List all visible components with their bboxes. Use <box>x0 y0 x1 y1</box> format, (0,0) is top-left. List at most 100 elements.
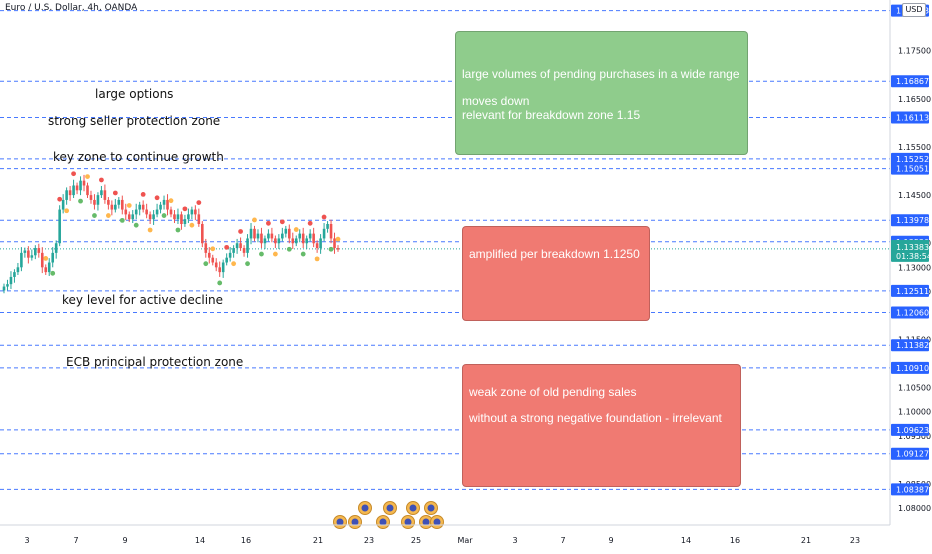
event-flag-icon <box>336 518 344 526</box>
indicator-dot <box>85 174 90 180</box>
candle-body <box>103 190 107 200</box>
candle-body <box>305 238 308 244</box>
level-tag-label: 1.13978 <box>896 216 929 225</box>
candle-body <box>315 243 319 249</box>
candle-body <box>322 228 326 239</box>
candle-body <box>159 204 162 210</box>
candle-body <box>107 199 110 205</box>
price-axis-label: 1.15500 <box>898 143 931 152</box>
candle-body <box>270 233 274 239</box>
indicator-dot <box>92 213 97 218</box>
indicator-dot <box>224 244 230 250</box>
level-tag <box>891 75 929 88</box>
event-flag-icon <box>361 504 369 512</box>
candle-body <box>284 228 288 234</box>
last-price-label: 1.13383 <box>896 243 929 252</box>
candle-body <box>68 190 72 196</box>
time-axis-label: 7 <box>560 536 565 545</box>
candle-body <box>131 214 135 220</box>
candle-body <box>249 228 253 239</box>
candle-body <box>54 243 58 253</box>
candle-body <box>308 233 312 239</box>
level-tag <box>891 152 929 165</box>
candle-body <box>239 243 242 249</box>
indicator-dot <box>335 236 341 242</box>
time-axis-label: 3 <box>512 536 517 545</box>
candle-body <box>242 248 246 253</box>
note-green-pending-purchases[interactable]: large volumes of pending purchases in a … <box>455 31 748 155</box>
candle-body <box>16 267 20 273</box>
time-axis-label: 21 <box>313 536 323 545</box>
indicator-dot <box>175 227 181 233</box>
candle-body <box>204 243 208 253</box>
candle-body <box>329 223 333 239</box>
price-axis-label: 1.17500 <box>898 47 931 56</box>
indicator-dot <box>252 217 257 223</box>
candle-body <box>228 252 232 258</box>
candle-body <box>138 204 141 210</box>
candle-body <box>319 238 322 249</box>
candle-body <box>197 214 201 224</box>
candle-body <box>13 272 16 277</box>
candle-body <box>141 204 145 210</box>
level-tag <box>891 361 929 374</box>
time-axis-label: 7 <box>73 536 78 545</box>
event-flag-icon <box>379 518 387 526</box>
indicator-dot <box>57 196 63 202</box>
note-green-line2: moves down <box>462 94 530 108</box>
symbol-title[interactable]: Euro / U.S. Dollar, 4h, OANDA <box>5 3 138 13</box>
indicator-dot <box>196 200 202 205</box>
candle-body <box>44 267 48 273</box>
level-tag <box>891 162 929 175</box>
candle-body <box>40 252 44 268</box>
indicator-dot <box>314 256 320 262</box>
candle-body <box>176 214 180 220</box>
candle-body <box>267 233 270 239</box>
indicator-dot <box>147 227 153 233</box>
time-axis-label: 23 <box>850 536 860 545</box>
candle-body <box>30 255 34 258</box>
note-green-line1: large volumes of pending purchases in a … <box>462 67 740 81</box>
time-axis-label: 9 <box>608 536 613 545</box>
candle-body <box>235 243 239 249</box>
level-tag <box>891 111 929 124</box>
level-tag <box>891 284 929 297</box>
candle-body <box>291 238 295 244</box>
indicator-dot <box>307 220 313 226</box>
indicator-dot <box>112 190 118 196</box>
candle-body <box>277 238 281 244</box>
indicator-dot <box>182 206 188 212</box>
price-axis-label: 1.09500 <box>898 432 931 441</box>
currency-button[interactable]: USD <box>902 3 926 17</box>
candle-body <box>232 248 235 253</box>
candle-body <box>214 262 218 268</box>
candle-body <box>117 199 121 205</box>
candle-body <box>333 238 336 249</box>
candle-body <box>281 233 284 239</box>
indicator-dot <box>259 251 264 257</box>
candle-body <box>65 190 68 200</box>
indicator-dot <box>328 246 334 252</box>
level-tag-label: 1.16867 <box>896 77 929 86</box>
level-tag <box>891 214 929 227</box>
indicator-dot <box>272 251 278 257</box>
candle-body <box>114 204 117 210</box>
event-flag-icon <box>422 518 430 526</box>
candle-body <box>47 262 51 273</box>
price-axis-label: 1.16500 <box>898 95 931 104</box>
note-red2-line1: weak zone of old pending sales <box>469 385 637 399</box>
candle-body <box>6 284 9 287</box>
indicator-dot <box>140 192 146 197</box>
note-red2-line2: without a strong negative foundation - i… <box>469 411 722 425</box>
candle-body <box>100 190 103 196</box>
candle-body <box>287 228 291 239</box>
candle-body <box>75 185 79 191</box>
note-red-breakdown[interactable]: amplified per breakdown 1.1250 <box>462 226 650 321</box>
candle-body <box>326 223 329 229</box>
level-tag-label: 1.08387 <box>896 485 929 494</box>
note-red-old-sales[interactable]: weak zone of old pending sales without a… <box>462 364 741 487</box>
price-axis-label: 1.14500 <box>898 191 931 200</box>
level-tag-label: 1.09623 <box>896 426 929 435</box>
candle-body <box>155 209 159 215</box>
